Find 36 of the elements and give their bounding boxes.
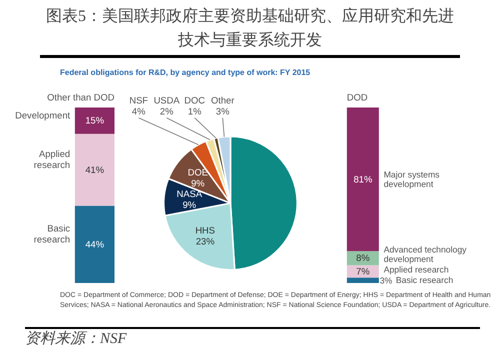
data-label: 7% bbox=[356, 266, 370, 276]
data-label: 1% bbox=[188, 106, 202, 116]
series-label: Basic research bbox=[396, 275, 454, 286]
data-label: 3% bbox=[216, 106, 230, 116]
series-label: Basic research bbox=[34, 223, 70, 244]
data-label: 3% bbox=[380, 275, 393, 286]
series-label: Development bbox=[15, 110, 71, 121]
data-label: 4% bbox=[132, 106, 146, 116]
slice-label: Other bbox=[210, 96, 234, 106]
data-label: 15% bbox=[85, 116, 104, 126]
data-label: 81% bbox=[354, 174, 372, 184]
chart-subtitle: Federal obligations for R&D, by agency and type of work: FY 2015 bbox=[60, 67, 310, 78]
x-tick-label: Other than DOD bbox=[47, 92, 115, 102]
data-label: 8% bbox=[356, 253, 370, 264]
slice-label: HHS bbox=[195, 225, 216, 236]
data-label: 23% bbox=[196, 236, 215, 246]
x-tick-label: DOD bbox=[346, 92, 368, 102]
data-label: 9% bbox=[182, 200, 196, 210]
text: 资料来源：NSF bbox=[25, 330, 128, 349]
series-label: Applied research bbox=[34, 148, 70, 170]
slice-label: USDA bbox=[154, 96, 180, 106]
slice-label: DOC bbox=[184, 96, 206, 106]
slice-label: NASA bbox=[176, 188, 203, 199]
slice-label: NSF bbox=[129, 96, 148, 106]
data-label: 41% bbox=[85, 164, 104, 175]
bar bbox=[346, 251, 379, 266]
data-label: 9% bbox=[191, 178, 205, 188]
data-label: 2% bbox=[160, 106, 174, 116]
data-label: 44% bbox=[85, 239, 104, 250]
series-label: Advanced technology development bbox=[384, 244, 468, 264]
slice-label: DOE bbox=[188, 167, 208, 178]
series-label: Applied research bbox=[384, 264, 449, 275]
chart-title: 图表5：美国联邦政府主要资助基础研究、应用研究和先进技术与重要系统开发 bbox=[45, 6, 455, 51]
bar bbox=[346, 108, 379, 252]
series-label: Major systems development bbox=[384, 169, 440, 189]
bar bbox=[346, 278, 379, 283]
